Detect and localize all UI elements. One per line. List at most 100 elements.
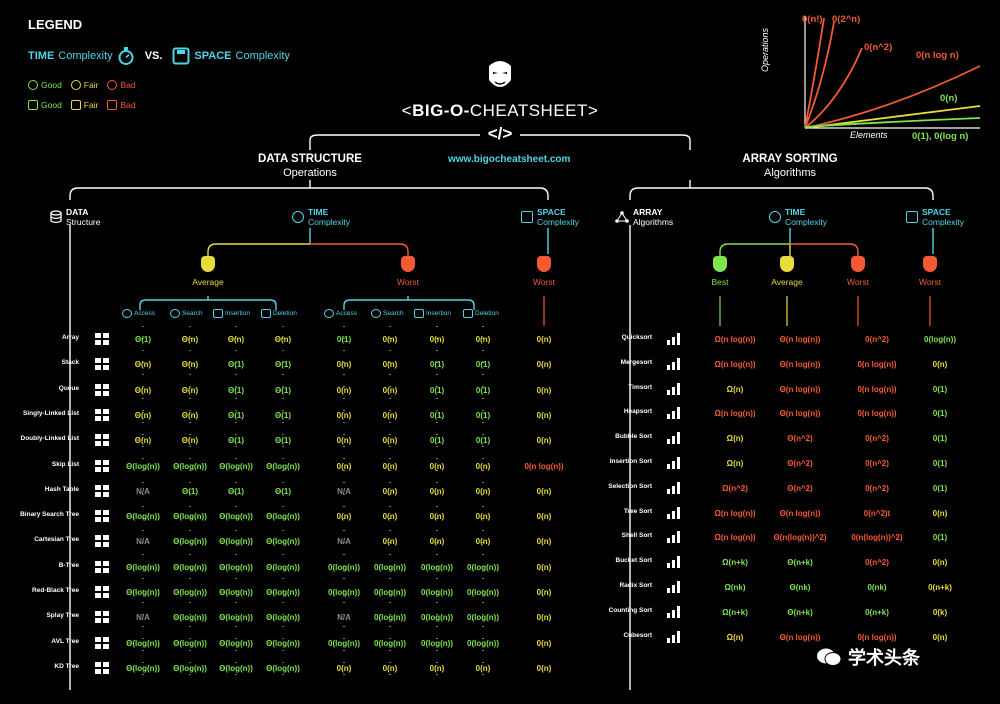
- ds-row-name: Red-Black Tree: [32, 587, 79, 594]
- data-structure-subheading: Operations: [283, 167, 337, 179]
- ds-col-data: DATA Structure: [50, 207, 101, 227]
- ds-cell: 0(1): [429, 436, 445, 446]
- legend-time-bad: Bad: [107, 80, 136, 90]
- sort-row-name: Counting Sort: [608, 606, 652, 614]
- sort-cell: Ω(n log(n)): [714, 359, 756, 369]
- algorithm-icon: [666, 481, 682, 495]
- ds-cell: 0(n): [475, 537, 491, 547]
- ds-cell: 0(n): [382, 537, 398, 547]
- sort-cell: 0(1): [932, 459, 948, 468]
- ds-row-name: B-Tree: [58, 561, 79, 569]
- ds-cell: 0(n): [475, 486, 491, 496]
- growth-chart: [804, 16, 981, 129]
- structure-icon: [94, 661, 110, 675]
- ds-cell: Θ(n): [227, 335, 245, 344]
- sort-cell: 0(log(n)): [924, 335, 956, 344]
- ds-cell: 0(n): [536, 335, 552, 344]
- ds-cell: Θ(log(n)): [173, 663, 207, 673]
- ds-cell: Θ(n): [274, 335, 292, 344]
- sort-col-array: ARRAY Algorithms: [615, 207, 673, 227]
- ds-cell: Θ(n): [134, 436, 152, 446]
- sort-cell: Ω(n): [726, 434, 744, 444]
- sort-cell: Θ(n log(n)): [779, 359, 821, 369]
- search-icon: [170, 309, 180, 318]
- ds-cell: 0(n): [475, 461, 491, 471]
- chart-label-constant-log: 0(1), 0(log n): [912, 131, 969, 142]
- sort-cell: Θ(n log(n)): [779, 632, 821, 642]
- sort-cell: 0(n^2): [865, 459, 889, 468]
- algorithm-icon: [666, 506, 682, 520]
- stopwatch-good-icon: [28, 80, 38, 90]
- average-mask-icon: [780, 256, 794, 272]
- ds-cell: 0(n): [475, 663, 491, 673]
- ds-cell: Θ(log(n)): [126, 562, 160, 572]
- sort-row-name: Radix Sort: [619, 582, 652, 589]
- ds-cell: 0(n log(n)): [524, 461, 564, 471]
- ds-cell: 0(n): [429, 335, 445, 344]
- ds-row-name: AVL Tree: [51, 637, 79, 645]
- space-worst-mask-icon: [537, 256, 551, 272]
- ds-cell: Θ(log(n)): [173, 588, 207, 597]
- sort-col-space: SPACE Complexity: [906, 207, 964, 227]
- sort-cell: 0(1): [932, 483, 948, 493]
- ds-cell: Θ(log(n)): [126, 663, 160, 673]
- curve-quadratic: [804, 47, 863, 129]
- ds-cell: 0(log(n)): [328, 588, 360, 597]
- data-structure-heading: DATA STRUCTURE: [258, 153, 362, 165]
- ds-cell: N/A: [136, 537, 150, 547]
- ds-row-name: Hash Table: [44, 485, 79, 493]
- op-access-avg: Access: [122, 309, 155, 318]
- sort-cell: 0(n(log(n))^2): [851, 533, 903, 543]
- ds-col-space: SPACE Complexity: [521, 207, 579, 227]
- legend-space-word: SPACE: [194, 50, 232, 62]
- sort-best-label: Best: [711, 277, 729, 287]
- legend-space-bad: Bad: [107, 100, 136, 110]
- ds-space-worst-label: Worst: [532, 277, 556, 287]
- ds-cell: Θ(log(n)): [173, 613, 207, 623]
- ds-cell: 0(n): [382, 385, 398, 395]
- sort-cell: Θ(n+k): [787, 558, 813, 568]
- chart-xlabel: Elements: [850, 130, 888, 140]
- structure-icon: [94, 509, 110, 523]
- ds-cell: Θ(1): [275, 360, 291, 370]
- ds-cell: 0(log(n)): [374, 613, 406, 623]
- sort-cell: 0(1): [932, 384, 948, 394]
- ds-cell: 0(n): [536, 663, 552, 673]
- ds-cell: Θ(log(n)): [266, 461, 300, 471]
- array-sorting-subheading: Algorithms: [764, 167, 816, 179]
- ds-cell: N/A: [337, 486, 351, 496]
- sort-cell: Θ(n log(n)): [779, 335, 821, 344]
- ds-cell: 0(n): [429, 663, 445, 673]
- algorithm-icon: [666, 630, 682, 644]
- ds-cell: 0(n): [536, 436, 552, 446]
- sort-row-name: Quicksort: [621, 334, 652, 341]
- legend-vs: VS.: [144, 50, 163, 62]
- sort-cell: 0(n): [932, 558, 948, 568]
- ds-cell: Θ(1): [228, 436, 244, 446]
- ds-cell: 0(n): [382, 335, 398, 344]
- ds-cell: Θ(log(n)): [173, 512, 207, 522]
- sort-cell: Ω(n): [726, 384, 744, 394]
- ds-row-name: Skip List: [51, 460, 79, 468]
- floppy-fair-icon: [70, 100, 81, 110]
- eye-icon: [324, 309, 334, 318]
- sort-cell: Ω(n log(n)): [714, 508, 756, 518]
- ds-cell: Θ(n): [134, 410, 152, 420]
- stopwatch-icon: [118, 47, 134, 65]
- ds-cell: Θ(n): [181, 410, 199, 420]
- structure-icon: [94, 408, 110, 422]
- website-link[interactable]: www.bigocheatsheet.com: [448, 154, 571, 165]
- sort-cell: 0(n+k): [865, 607, 889, 617]
- sort-row-name: Bucket Sort: [615, 557, 652, 565]
- ds-cell: 0(log(n)): [467, 588, 499, 597]
- wechat-icon: [817, 648, 842, 666]
- ds-cell: 0(log(n)): [328, 562, 360, 572]
- ds-cell: Θ(1): [228, 486, 244, 496]
- ds-cell: Θ(n): [134, 385, 152, 395]
- ds-cell: 0(n): [429, 512, 445, 522]
- insert-icon: [213, 309, 223, 318]
- sort-cell: Θ(nk): [789, 583, 811, 592]
- space-worst-mask-icon: [923, 256, 937, 272]
- ds-cell: Θ(1): [275, 385, 291, 395]
- sort-cell: 0(n^2): [865, 335, 889, 344]
